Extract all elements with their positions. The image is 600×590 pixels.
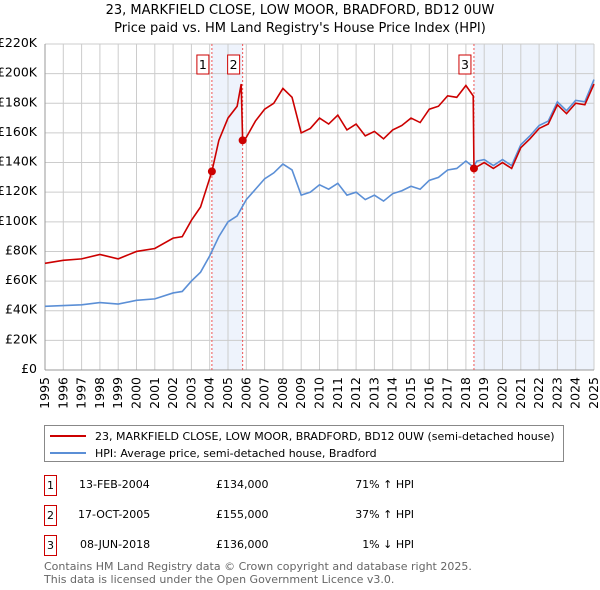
transaction-date: 17-OCT-2005	[78, 508, 151, 521]
x-tick-label: 1998	[92, 377, 107, 409]
x-tick-label: 2020	[495, 377, 510, 409]
chart-title: 23, MARKFIELD CLOSE, LOW MOOR, BRADFORD,…	[105, 3, 495, 18]
chart-subtitle: Price paid vs. HM Land Registry's House …	[114, 21, 486, 36]
footer-copyright: Contains HM Land Registry data © Crown c…	[44, 560, 472, 573]
x-tick-label: 2025	[586, 377, 600, 409]
x-tick-label: 2006	[238, 377, 253, 409]
x-tick-label: 2008	[275, 377, 290, 409]
x-tick-label: 2009	[293, 377, 308, 409]
transaction-hpi: 71% ↑ HPI	[355, 478, 414, 491]
transaction-row: 2 17-OCT-2005 £155,000 37% ↑ HPI	[44, 505, 444, 526]
y-tick-label: £60K	[5, 272, 38, 287]
y-tick-label: £0	[21, 361, 37, 376]
x-tick-label: 2002	[165, 377, 180, 409]
legend-item-property: 23, MARKFIELD CLOSE, LOW MOOR, BRADFORD,…	[45, 428, 555, 444]
legend-swatch-hpi	[50, 452, 86, 454]
x-tick-label: 1995	[37, 377, 52, 409]
x-tick-label: 2003	[183, 377, 198, 409]
x-tick-label: 2015	[403, 377, 418, 409]
x-tick-label: 2000	[129, 377, 144, 409]
sale-label-box	[227, 54, 241, 75]
price-chart: £0 £20K £40K £60K £80K £100K £120K £140K £160K £1…	[0, 35, 600, 409]
legend-swatch-property	[50, 435, 86, 437]
x-tick-label: 2018	[458, 377, 473, 409]
x-tick-label: 2023	[549, 377, 564, 409]
x-tick-label: 2012	[348, 377, 363, 409]
x-tick-label: 2024	[568, 377, 583, 409]
transaction-row: 1 13-FEB-2004 £134,000 71% ↑ HPI	[44, 475, 444, 496]
transaction-date: 13-FEB-2004	[79, 478, 150, 491]
y-tick-label: £180K	[0, 94, 38, 109]
y-tick-label: £40K	[5, 302, 38, 317]
transaction-marker: 2	[44, 505, 57, 526]
sale-label-box	[196, 54, 210, 75]
x-tick-label: 2017	[440, 377, 455, 409]
y-tick-label: £200K	[0, 65, 38, 80]
x-tick-label: 2022	[531, 377, 546, 409]
footer-licence: This data is licensed under the Open Gov…	[44, 573, 395, 586]
transaction-price: £136,000	[216, 538, 269, 551]
transaction-marker: 3	[44, 535, 57, 556]
shaded-region	[211, 44, 243, 370]
y-tick-label: £120K	[0, 183, 38, 198]
y-tick-label: £160K	[0, 124, 38, 139]
transaction-hpi: 37% ↑ HPI	[355, 508, 414, 521]
y-tick-label: £20K	[5, 331, 38, 346]
legend-label-hpi: HPI: Average price, semi-detached house,…	[95, 446, 377, 460]
sale-point	[207, 167, 216, 176]
x-tick-label: 1996	[55, 377, 70, 409]
sale-label-box	[458, 54, 472, 75]
transaction-marker: 1	[44, 475, 57, 496]
x-tick-label: 2013	[366, 377, 381, 409]
legend: 23, MARKFIELD CLOSE, LOW MOOR, BRADFORD,…	[44, 425, 564, 462]
shaded-region	[473, 44, 594, 370]
transaction-price: £155,000	[216, 508, 269, 521]
footer: Contains HM Land Registry data © Crown c…	[44, 560, 472, 586]
x-tick-label: 2019	[476, 377, 491, 409]
sale-point	[238, 136, 247, 145]
sale-label: 3	[461, 57, 469, 72]
transaction-hpi: 1% ↓ HPI	[362, 538, 414, 551]
x-tick-label: 2016	[421, 377, 436, 409]
y-tick-label: £140K	[0, 154, 38, 169]
x-tick-label: 2014	[385, 377, 400, 409]
transaction-row: 3 08-JUN-2018 £136,000 1% ↓ HPI	[44, 535, 444, 556]
x-tick-label: 2021	[513, 377, 528, 409]
sale-point	[469, 164, 478, 173]
series-line-hpi	[44, 79, 595, 308]
x-tick-label: 2001	[147, 377, 162, 409]
sale-label: 2	[230, 57, 238, 72]
sale-label: 1	[199, 57, 207, 72]
x-tick-label: 2007	[257, 377, 272, 409]
series-line-property	[44, 83, 595, 265]
x-tick-label: 2004	[202, 377, 217, 409]
x-tick-label: 2011	[330, 377, 345, 409]
legend-label-property: 23, MARKFIELD CLOSE, LOW MOOR, BRADFORD,…	[95, 429, 555, 443]
y-tick-label: £100K	[0, 213, 38, 228]
y-tick-label: £220K	[0, 35, 38, 50]
x-tick-label: 1997	[74, 377, 89, 409]
x-tick-label: 1999	[110, 377, 125, 409]
transaction-price: £134,000	[216, 478, 269, 491]
x-tick-label: 2005	[220, 377, 235, 409]
legend-item-hpi: HPI: Average price, semi-detached house,…	[45, 445, 555, 461]
y-tick-label: £80K	[5, 242, 38, 257]
x-tick-label: 2010	[312, 377, 327, 409]
transaction-date: 08-JUN-2018	[80, 538, 151, 551]
